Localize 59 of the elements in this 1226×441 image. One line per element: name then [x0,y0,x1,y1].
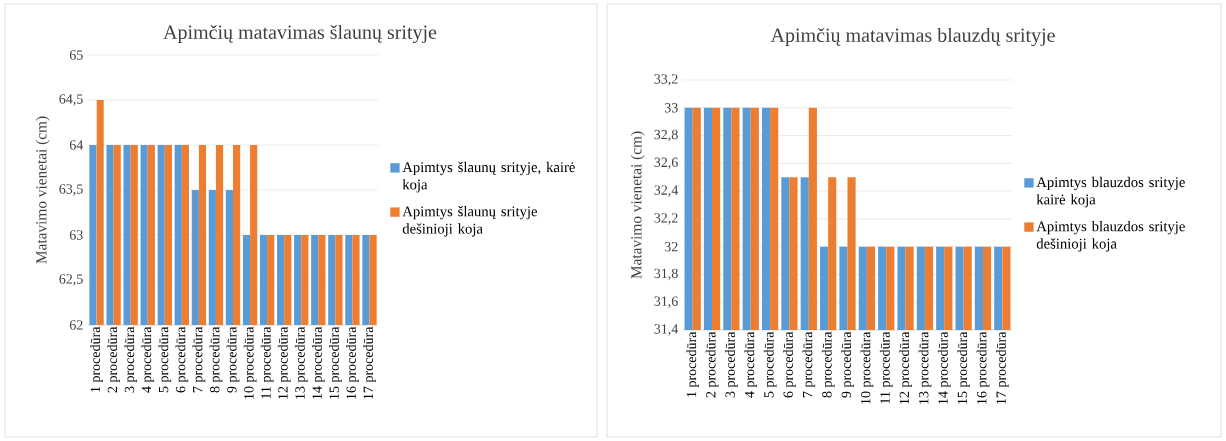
x-tick-label: 3 procedūra [124,326,137,393]
y-tick-label: 32,4 [654,185,679,197]
y-tick-label: 64,5 [59,94,83,106]
x-tick-label: 2 procedūra [107,326,120,393]
x-tick-label: 11 procedūra [260,326,274,399]
x-tick-label: 13 procedūra [294,326,308,399]
x-tick-label: 16 procedūra [976,331,990,404]
x-tick-label: 5 procedūra [763,331,777,398]
y-tick-label: 31,8 [654,268,678,281]
x-tick-label: 8 procedūra [821,331,835,398]
x-tick-label: 6 procedūra [783,331,796,398]
x-tick-label: 15 procedūra [329,326,342,399]
x-tick-label: 13 procedūra [918,331,932,404]
y-tick-label: 33,2 [654,74,678,86]
x-tick-label: 6 procedūra [175,326,189,393]
x-tick-label: 14 procedūra [937,331,951,404]
x-tick-label: 1 procedūra [686,331,700,397]
x-tick-label: 10 procedūra [243,326,257,399]
x-tick-label: 16 procedūra [346,326,359,399]
y-tick-label: 33 [664,103,678,113]
x-tick-label: 9 procedūra [226,326,240,393]
x-tick-label: 8 procedūra [209,326,223,393]
y-tick-label: 62 [69,320,83,330]
x-tick-label: 1 procedūra [90,326,103,392]
y-tick-label: 31,6 [654,296,678,308]
chart-title: Apimčių matavimas blauzdų srityje [770,27,1055,47]
y-tick-label: 63 [69,230,83,240]
y-tick-label: 63,5 [59,184,83,196]
y-tick-label: 64 [69,140,84,150]
x-tick-label: 17 procedūra [363,326,376,399]
x-tick-label: 5 procedūra [158,326,172,393]
x-tick-label: 11 procedūra [879,331,893,404]
y-tick-label: 65 [69,50,83,60]
chart-title: Apimčių matavimas šlaunų srityje [163,24,437,44]
legend-label: Apimtys blauzdos srityje dešinioji koja [1036,221,1185,252]
y-axis-title: Matavimo vienetai (cm) [630,131,645,279]
x-tick-label: 10 procedūra [860,331,874,404]
y-tick-label: 32,8 [654,129,678,142]
x-tick-label: 12 procedūra [899,331,912,404]
y-tick-label: 31,4 [654,324,679,336]
y-axis-title: Matavimo vienetai (cm) [35,116,50,264]
y-tick-label: 32 [664,241,678,252]
x-tick-label: 12 procedūra [277,326,291,399]
x-tick-label: 3 procedūra [725,331,738,398]
x-tick-label: 7 procedūra [192,326,206,393]
y-tick-label: 32,6 [654,157,678,170]
legend-label: Apimtys šlaunų srityje dešinioji koja [402,205,538,237]
x-tick-label: 4 procedūra [141,326,155,393]
legend-label: Apimtys šlaunų srityje, kairė koja [402,161,575,193]
x-tick-label: 4 procedūra [744,331,758,398]
x-tick-label: 17 procedūra [995,331,1009,404]
y-tick-label: 62,5 [59,274,83,286]
x-tick-label: 7 procedūra [802,331,816,398]
x-tick-label: 14 procedūra [311,326,325,399]
x-tick-label: 15 procedūra [957,331,970,404]
x-tick-label: 9 procedūra [841,331,854,398]
x-tick-label: 2 procedūra [705,331,719,398]
y-tick-label: 32,2 [654,213,678,225]
legend-label: Apimtys blauzdos srityje kairė koja [1036,176,1185,208]
